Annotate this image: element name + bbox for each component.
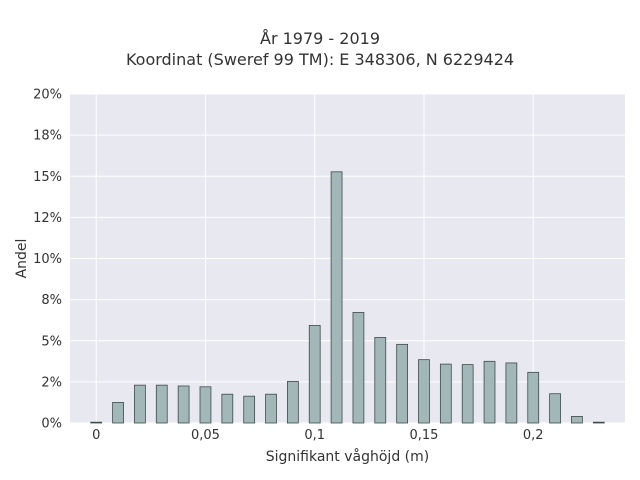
histogram-bar xyxy=(90,421,103,424)
histogram-bar xyxy=(505,362,518,424)
histogram-bar xyxy=(155,384,168,424)
chart-title-line-1: År 1979 - 2019 xyxy=(260,29,380,48)
histogram-bar xyxy=(134,384,146,424)
histogram-bar xyxy=(287,380,299,424)
x-tick-label: 0,15 xyxy=(409,428,438,443)
x-tick-label: 0,2 xyxy=(523,428,544,443)
histogram-bar xyxy=(243,395,256,424)
y-axis-ticks: 0% 2% 5% 8% 10% 12% 15% 18% 20% xyxy=(33,88,62,432)
histogram-bar xyxy=(374,337,387,424)
histogram-bar xyxy=(396,343,408,424)
histogram-bar xyxy=(330,171,343,424)
x-tick-label: 0,05 xyxy=(191,428,220,443)
y-tick-label: 8% xyxy=(41,293,62,308)
y-tick-label: 5% xyxy=(41,334,62,349)
histogram-bar xyxy=(265,393,277,424)
histogram-bar xyxy=(483,360,496,424)
histogram-bar xyxy=(461,364,474,424)
histogram-bar xyxy=(549,393,561,424)
y-tick-label: 2% xyxy=(41,375,62,390)
x-axis-ticks: 0 0,05 0,1 0,15 0,2 xyxy=(92,428,543,443)
histogram-bar xyxy=(177,385,190,424)
x-axis-label: Signifikant våghöjd (m) xyxy=(266,448,429,465)
y-tick-label: 10% xyxy=(33,252,62,267)
bars xyxy=(90,171,605,424)
histogram-bar xyxy=(308,325,321,424)
histogram-bar xyxy=(592,421,605,424)
histogram-bar xyxy=(199,386,212,424)
chart-subtitle-coordinates: Koordinat (Sweref 99 TM): E 348306, N 62… xyxy=(125,50,515,69)
grid-lines xyxy=(70,93,625,424)
histogram-bar xyxy=(352,312,365,424)
y-tick-label: 15% xyxy=(33,170,62,185)
histogram-bar xyxy=(221,393,234,424)
histogram-bar xyxy=(527,371,540,424)
x-tick-label: 0 xyxy=(92,428,100,443)
histogram-bar xyxy=(439,363,452,424)
y-axis-label: Andel xyxy=(14,239,30,279)
histogram-bar xyxy=(571,416,583,424)
histogram-bar xyxy=(418,359,430,424)
y-tick-label: 0% xyxy=(41,417,62,432)
y-tick-label: 12% xyxy=(33,211,62,226)
histogram-bar xyxy=(112,402,124,424)
y-tick-label: 18% xyxy=(33,129,62,144)
x-tick-label: 0,1 xyxy=(304,428,325,443)
y-tick-label: 20% xyxy=(33,88,62,103)
